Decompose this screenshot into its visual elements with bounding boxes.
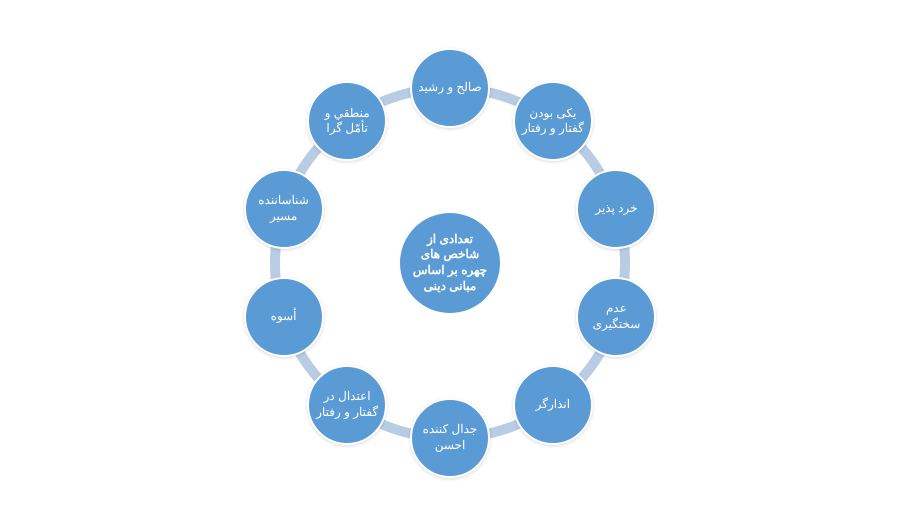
outer-node-label: جدال کننده احسن [418,422,482,453]
outer-node: أسوه [244,277,324,357]
outer-node: صالح و رشید [410,48,490,128]
outer-node-label: منطقي و تأمّل گرا [315,106,379,137]
outer-node-label: اعتدال در گفتار و رفتار [315,389,379,420]
outer-node: عدم سختگیری [576,277,656,357]
outer-node-label: یکی بودن گفتار و رفتار [521,106,585,137]
outer-node-label: خرد پذیر [595,201,637,217]
outer-node-label: أسوه [271,309,297,325]
outer-node: یکی بودن گفتار و رفتار [513,81,593,161]
outer-node: جدال کننده احسن [410,398,490,478]
outer-node: شناساننده مسیر [244,169,324,249]
outer-node: انذارگر [513,365,593,445]
radial-diagram: تعدادی از شاخص های چهره بر اساس مبانی دی… [0,0,900,527]
outer-node-label: عدم سختگیری [584,301,648,332]
center-label: تعدادی از شاخص های چهره بر اساس مبانی دی… [408,232,492,294]
outer-node: منطقي و تأمّل گرا [307,81,387,161]
outer-node: اعتدال در گفتار و رفتار [307,365,387,445]
outer-node-label: شناساننده مسیر [252,193,316,224]
outer-node: خرد پذیر [576,169,656,249]
outer-node-label: انذارگر [536,397,570,413]
outer-node-label: صالح و رشید [418,80,481,96]
center-node: تعدادی از شاخص های چهره بر اساس مبانی دی… [400,213,500,313]
